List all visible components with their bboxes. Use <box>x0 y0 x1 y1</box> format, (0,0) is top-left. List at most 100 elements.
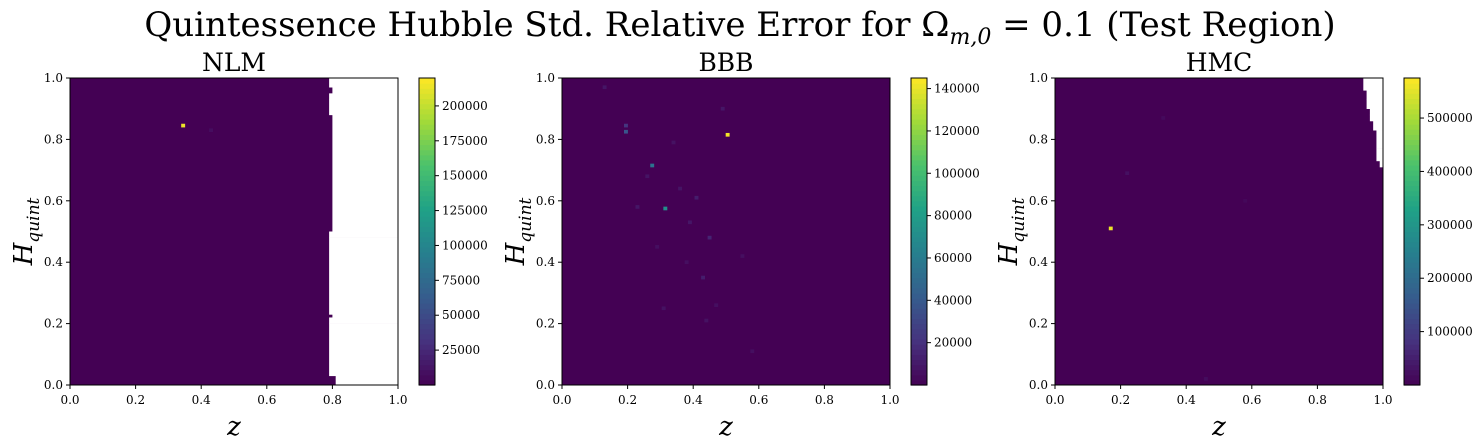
colorbar-segment <box>419 185 435 192</box>
x-tick-label: 0.0 <box>552 393 571 407</box>
y-tick-label: 0.0 <box>44 378 63 392</box>
colorbar-segment <box>911 200 927 207</box>
colorbar-segment <box>1404 134 1420 140</box>
colorbar-segment <box>419 205 435 212</box>
heatmap-cell <box>701 275 706 280</box>
colorbar-segment <box>911 108 927 115</box>
colorbar-segment <box>419 277 435 284</box>
colorbar-segment <box>911 257 927 263</box>
x-tick-label: 0.4 <box>684 393 703 407</box>
colorbar-segment <box>1404 344 1420 350</box>
colorbar-segment <box>419 333 435 340</box>
colorbar-segment <box>1404 129 1420 135</box>
colorbar-segment <box>911 251 927 258</box>
missing-data-region <box>335 378 398 386</box>
heatmap-cell <box>635 205 640 209</box>
colorbar-segment <box>911 170 927 176</box>
colorbar-tick-label: 100000 <box>934 166 980 180</box>
panel-title: HMC <box>1186 48 1253 77</box>
colorbar-segment <box>1404 185 1420 192</box>
y-tick-label: 0.0 <box>1029 378 1048 392</box>
colorbar-segment <box>419 364 435 371</box>
colorbar-segment <box>911 88 927 94</box>
colorbar-segment <box>419 164 435 171</box>
x-axis-label: z <box>226 412 241 442</box>
colorbar-tick-label: 300000 <box>1427 218 1473 232</box>
colorbar-tick-label: 200000 <box>442 99 488 113</box>
colorbar-segment <box>1404 124 1420 130</box>
colorbar-segment <box>911 113 927 120</box>
heatmap-cell <box>181 123 186 128</box>
colorbar-frame <box>1403 77 1421 386</box>
colorbar-tick-label: 400000 <box>1427 164 1473 178</box>
colorbar-segment <box>419 88 435 94</box>
colorbar-segment <box>419 379 435 386</box>
heatmap-cell <box>1243 198 1248 203</box>
colorbar-segment <box>911 241 927 248</box>
colorbar-segment <box>1404 226 1420 233</box>
heatmap-cell <box>661 306 666 311</box>
x-tick-label: 0.6 <box>1242 393 1261 407</box>
colorbar-segment <box>911 83 927 89</box>
missing-data-region <box>329 231 398 238</box>
colorbar-segment <box>419 103 435 110</box>
colorbar-segment <box>1404 277 1420 284</box>
colorbar-segment <box>911 129 927 135</box>
colorbar-segment <box>1404 287 1420 294</box>
colorbar-segment <box>1404 328 1420 335</box>
colorbar-segment <box>911 323 927 330</box>
colorbar-segment <box>1404 190 1420 197</box>
colorbar-tick-label: 125000 <box>442 204 488 218</box>
colorbar-segment <box>1404 282 1420 289</box>
x-tick-label: 0.8 <box>323 393 342 407</box>
colorbar-segment <box>1404 236 1420 243</box>
colorbar-segment <box>1404 298 1420 304</box>
x-tick-label: 0.6 <box>749 393 768 407</box>
missing-data-region <box>1376 148 1383 162</box>
colorbar-segment <box>911 318 927 325</box>
colorbar-segment <box>911 349 927 355</box>
colorbar-tick-label: 120000 <box>934 124 980 138</box>
y-tick-label: 0.8 <box>1029 132 1048 146</box>
heatmap-background <box>1055 78 1383 385</box>
colorbar-segment <box>911 246 927 253</box>
colorbar-segment <box>1404 149 1420 156</box>
x-tick-label: 0.4 <box>192 393 211 407</box>
heatmap-cell <box>623 123 628 128</box>
x-tick-label: 1.0 <box>880 393 899 407</box>
axes-frame <box>1054 77 1384 386</box>
colorbar-segment <box>911 308 927 314</box>
axes-frame <box>561 77 891 386</box>
colorbar-segment <box>419 369 435 376</box>
heatmap-cell <box>671 140 676 145</box>
colorbar-segment <box>419 246 435 253</box>
x-tick-label: 0.8 <box>1308 393 1327 407</box>
missing-data-region <box>332 87 398 94</box>
colorbar-segment <box>419 298 435 304</box>
colorbar-segment <box>911 344 927 350</box>
colorbar-segment <box>1404 216 1420 222</box>
colorbar-segment <box>911 159 927 166</box>
colorbar-segment <box>1404 175 1420 181</box>
colorbar-segment <box>419 211 435 217</box>
colorbar-segment <box>419 251 435 258</box>
colorbar-segment <box>1404 257 1420 263</box>
heatmap-cell <box>1203 377 1208 381</box>
missing-data-region <box>332 314 398 318</box>
colorbar-segment <box>1404 246 1420 253</box>
x-axis-label: z <box>718 412 733 442</box>
missing-data-region <box>329 99 398 116</box>
colorbar-segment <box>911 277 927 284</box>
missing-data-region <box>335 375 398 380</box>
colorbar-segment <box>911 369 927 376</box>
y-tick-label: 0.8 <box>44 132 63 146</box>
colorbar-segment <box>911 287 927 294</box>
colorbar-segment <box>1404 139 1420 146</box>
colorbar-segment <box>1404 323 1420 330</box>
heatmap-cell <box>663 206 668 211</box>
colorbar-segment <box>911 118 927 125</box>
colorbar-segment <box>911 175 927 181</box>
panel-hmc: 0.0 0.2 0.4 0.6 0.8 1.0 0.0 0.2 0.4 0.6 0.8 1.0 HMC z… <box>994 48 1473 442</box>
colorbar-tick-label: 150000 <box>442 169 488 183</box>
colorbar-segment <box>1404 154 1420 161</box>
